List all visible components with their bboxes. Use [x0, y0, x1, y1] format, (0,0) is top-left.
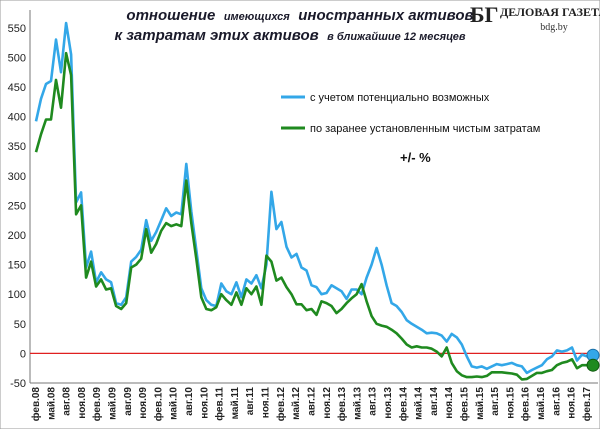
series-line-2 [34, 51, 592, 381]
x-tick-label-5: май.09 [108, 387, 119, 420]
x-tick-label-28: фев.15 [458, 387, 470, 422]
legend-label-series-1: с учетом потенциально возможных [310, 92, 490, 104]
x-tick-label-10: авг.10 [184, 387, 195, 416]
x-tick-label-4: фев.09 [91, 387, 103, 422]
y-tick-label-3: 100 [8, 289, 26, 301]
y-tick-label-8: 350 [8, 141, 26, 153]
x-tick-label-13: май.11 [230, 387, 241, 420]
y-tick-label-11: 500 [8, 52, 26, 64]
title-part-2: имеющихся [224, 11, 290, 23]
y-tick-label-1: 0 [20, 348, 26, 360]
y-tick-label-10: 450 [8, 82, 26, 94]
logo-url: bdg.by [540, 22, 568, 33]
x-tick-label-1: май.08 [46, 387, 57, 420]
x-tick-label-26: авг.14 [429, 387, 440, 416]
x-tick-label-21: май.13 [352, 387, 363, 420]
x-tick-label-34: авг.16 [551, 387, 562, 416]
x-tick-label-9: май.10 [169, 387, 180, 420]
x-tick-label-11: ноя.10 [199, 387, 210, 419]
x-tick-label-22: авг.13 [368, 387, 379, 416]
logo-name: ДЕЛОВАЯ ГАЗЕТА [500, 5, 600, 19]
y-tick-label-7: 300 [8, 171, 26, 183]
x-tick-label-25: май.14 [414, 387, 425, 420]
x-tick-label-2: авг.08 [62, 387, 73, 416]
x-tick-label-0: фев.08 [30, 387, 42, 422]
x-tick-label-3: ноя.08 [77, 387, 88, 419]
y-tick-label-4: 150 [8, 260, 26, 272]
x-tick-label-31: ноя.15 [505, 387, 516, 419]
y-tick-label-5: 200 [8, 230, 26, 242]
x-tick-label-18: авг.12 [306, 387, 317, 416]
x-tick-label-27: ноя.14 [444, 387, 455, 419]
unit-label: +/- % [400, 150, 431, 165]
chart-title-line1: отношение имеющихся иностранных активов [126, 7, 473, 24]
x-tick-label-32: фев.16 [520, 387, 532, 422]
x-tick-label-36: фев.17 [581, 387, 593, 422]
y-tick-label-2: 50 [14, 319, 26, 331]
logo-mark: БГ [470, 2, 499, 27]
x-tick-label-19: ноя.12 [322, 387, 333, 419]
x-tick-label-7: ноя.09 [138, 387, 149, 419]
y-tick-labels: -50 0 50 100 150 200 250 300 350 400 450 500 550 [8, 23, 26, 390]
title-part-3: иностранных активов [298, 7, 473, 24]
x-tick-label-6: авг.09 [123, 387, 134, 416]
y-tick-label-12: 550 [8, 23, 26, 35]
x-tick-label-14: авг.11 [245, 387, 256, 416]
title-part-5: в ближайшие 12 месяцев [327, 31, 466, 43]
x-tick-label-17: май.12 [291, 387, 302, 420]
x-tick-label-23: ноя.13 [383, 387, 394, 419]
x-tick-label-16: фев.12 [275, 387, 287, 422]
y-tick-label-0: -50 [10, 378, 26, 390]
series-end-marker-2 [586, 358, 600, 372]
logo: БГ ДЕЛОВАЯ ГАЗЕТА bdg.by [470, 2, 600, 33]
x-tick-label-8: фев.10 [152, 387, 164, 422]
x-tick-labels: фев.08 май.08 авг.08 ноя.08 фев.09 май.09 авг.… [30, 387, 593, 422]
x-tick-label-29: май.15 [475, 387, 486, 420]
x-tick-label-20: фев.13 [336, 387, 348, 422]
y-tick-label-6: 250 [8, 200, 26, 212]
x-tick-label-35: ноя.16 [567, 387, 578, 419]
legend-label-series-2: по заранее установленным чистым затратам [310, 123, 540, 135]
legend: с учетом потенциально возможных по заран… [281, 92, 540, 165]
x-tick-label-24: фев.14 [397, 387, 409, 422]
title-part-1: отношение [126, 7, 215, 24]
x-tick-label-33: май.16 [536, 387, 547, 420]
x-tick-label-12: фев.11 [214, 387, 226, 421]
series-lines [34, 21, 600, 381]
y-tick-label-9: 400 [8, 112, 26, 124]
title-part-4: к затратам этих активов [114, 27, 318, 44]
x-tick-label-15: ноя.11 [261, 387, 272, 419]
x-tick-label-30: авг.15 [490, 387, 501, 416]
chart-title-line2: к затратам этих активов в ближайшие 12 м… [114, 27, 465, 44]
